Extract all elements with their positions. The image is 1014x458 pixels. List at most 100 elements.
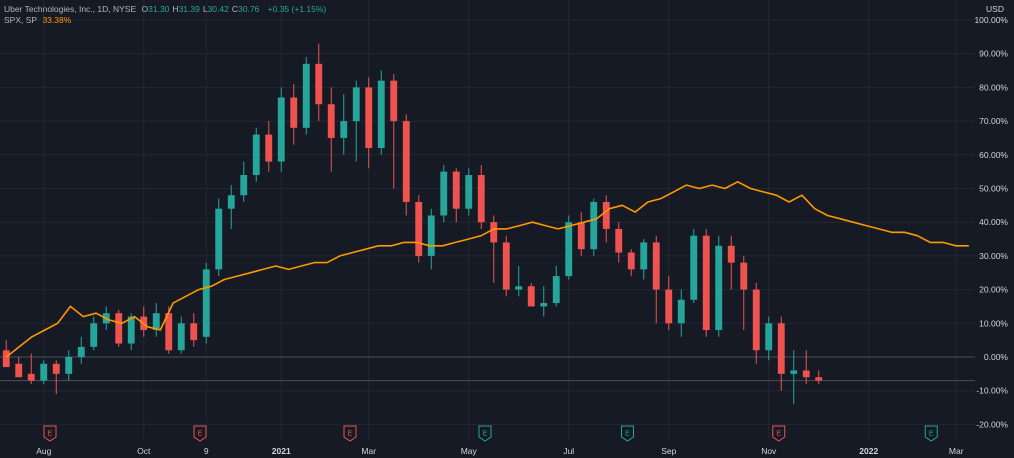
y-tick-label: -20.00% bbox=[976, 419, 1008, 429]
candle-body bbox=[190, 323, 198, 341]
earnings-label: E bbox=[929, 431, 934, 438]
candle-body bbox=[165, 313, 173, 351]
x-tick-label: Sep bbox=[661, 446, 676, 456]
candle-body bbox=[240, 175, 248, 196]
earnings-label: E bbox=[198, 431, 203, 438]
earnings-badge bbox=[343, 425, 357, 442]
candle-body bbox=[815, 377, 823, 381]
candle-body bbox=[502, 242, 510, 290]
ohlc-values: O31.30 H31.39 L30.42 C30.76 bbox=[142, 4, 263, 14]
candle-body bbox=[402, 121, 410, 202]
candle-body bbox=[690, 235, 698, 300]
x-tick-label: 2022 bbox=[859, 446, 878, 456]
earnings-marker: E bbox=[193, 425, 207, 442]
earnings-badge bbox=[43, 425, 57, 442]
x-tick-label: Mar bbox=[361, 446, 376, 456]
candle-body bbox=[277, 97, 285, 162]
y-tick-label: 0.00% bbox=[984, 352, 1009, 362]
y-tick-label: 100.00% bbox=[974, 15, 1008, 25]
earnings-badge bbox=[193, 425, 207, 442]
compare-series-legend[interactable]: SPX, SP 33.38% bbox=[4, 15, 74, 26]
candle-body bbox=[265, 134, 273, 162]
candle-body bbox=[790, 370, 798, 374]
earnings-label: E bbox=[625, 431, 630, 438]
y-tick-label: 80.00% bbox=[979, 82, 1008, 92]
ohlc-key-l: L bbox=[202, 4, 208, 14]
candle-body bbox=[802, 370, 810, 378]
y-tick-label: 40.00% bbox=[979, 217, 1008, 227]
earnings-marker: E bbox=[43, 425, 57, 442]
grid-lines bbox=[0, 0, 975, 440]
earnings-badge bbox=[478, 425, 492, 442]
candle-body bbox=[452, 171, 460, 209]
candle-body bbox=[290, 97, 298, 128]
candle-body bbox=[677, 299, 685, 324]
candle-body bbox=[777, 323, 785, 374]
candle-body bbox=[765, 323, 773, 351]
y-tick-label: 50.00% bbox=[979, 184, 1008, 194]
compare-symbol: SPX, SP bbox=[4, 15, 38, 25]
candle-body bbox=[215, 208, 223, 270]
earnings-marker: E bbox=[924, 425, 938, 442]
candle-body bbox=[315, 63, 323, 105]
change-value: +0.35 (+1.15%) bbox=[267, 4, 327, 14]
candle-body bbox=[90, 323, 98, 347]
candle-body bbox=[177, 323, 185, 351]
earnings-label: E bbox=[483, 431, 488, 438]
symbol-title: Uber Technologies, Inc., 1D, NYSE bbox=[4, 4, 137, 14]
candle-body bbox=[615, 228, 623, 253]
spx-series bbox=[5, 181, 969, 358]
x-tick-label: 2021 bbox=[272, 446, 291, 456]
earnings-label: E bbox=[776, 431, 781, 438]
y-axis[interactable]: 100.00% 90.00% 80.00% 70.00% 60.00% 50.00% 40.… bbox=[974, 15, 1008, 429]
earnings-badge bbox=[621, 425, 634, 442]
candle-body bbox=[27, 373, 35, 381]
candle-body bbox=[477, 175, 485, 223]
candle-body bbox=[252, 134, 260, 176]
candle-body bbox=[490, 222, 498, 243]
earnings-badge bbox=[924, 425, 938, 442]
candle-body bbox=[527, 286, 535, 307]
earnings-marker: E bbox=[343, 425, 357, 442]
candle-body bbox=[440, 171, 448, 216]
ohlc-value-o: 31.30 bbox=[148, 4, 170, 14]
candle-body bbox=[152, 313, 160, 331]
ohlc-key-o: O bbox=[141, 4, 149, 14]
candle-body bbox=[577, 222, 585, 250]
candle-body bbox=[415, 201, 423, 256]
candle-body bbox=[752, 289, 760, 351]
candle-body bbox=[640, 242, 648, 270]
x-tick-label: Oct bbox=[137, 446, 151, 456]
candle-body bbox=[552, 276, 560, 304]
x-axis[interactable]: Aug Oct 9 2021 Mar May Jul Sep Nov 2022 Mar bbox=[36, 446, 964, 456]
spx-line bbox=[5, 181, 969, 358]
y-tick-label: 20.00% bbox=[979, 285, 1008, 295]
earnings-marker: E bbox=[478, 425, 492, 442]
earnings-label: E bbox=[348, 431, 353, 438]
earnings-marker: E bbox=[772, 425, 786, 442]
candle-body bbox=[202, 269, 210, 337]
candle-body bbox=[540, 303, 548, 307]
candle-body bbox=[602, 201, 610, 229]
candle-body bbox=[77, 346, 85, 357]
candle-body bbox=[340, 121, 348, 138]
candle-body bbox=[40, 363, 48, 381]
ohlc-value-c: 30.76 bbox=[238, 4, 260, 14]
main-series-legend[interactable]: Uber Technologies, Inc., 1D, NYSE O31.30… bbox=[4, 4, 329, 15]
x-tick-label: 9 bbox=[204, 446, 209, 456]
candle-body bbox=[365, 87, 373, 149]
candle-body bbox=[302, 63, 310, 128]
currency-label: USD bbox=[986, 4, 1004, 14]
ohlc-key-c: C bbox=[231, 4, 238, 14]
candle-body bbox=[65, 357, 73, 374]
candle-body bbox=[565, 222, 573, 277]
candle-body bbox=[427, 215, 435, 256]
ohlc-value-l: 30.42 bbox=[207, 4, 229, 14]
ohlc-value-h: 31.39 bbox=[178, 4, 200, 14]
candle-body bbox=[15, 363, 23, 378]
x-tick-label: Mar bbox=[949, 446, 964, 456]
candle-body bbox=[52, 363, 60, 374]
candle-body bbox=[377, 80, 385, 149]
